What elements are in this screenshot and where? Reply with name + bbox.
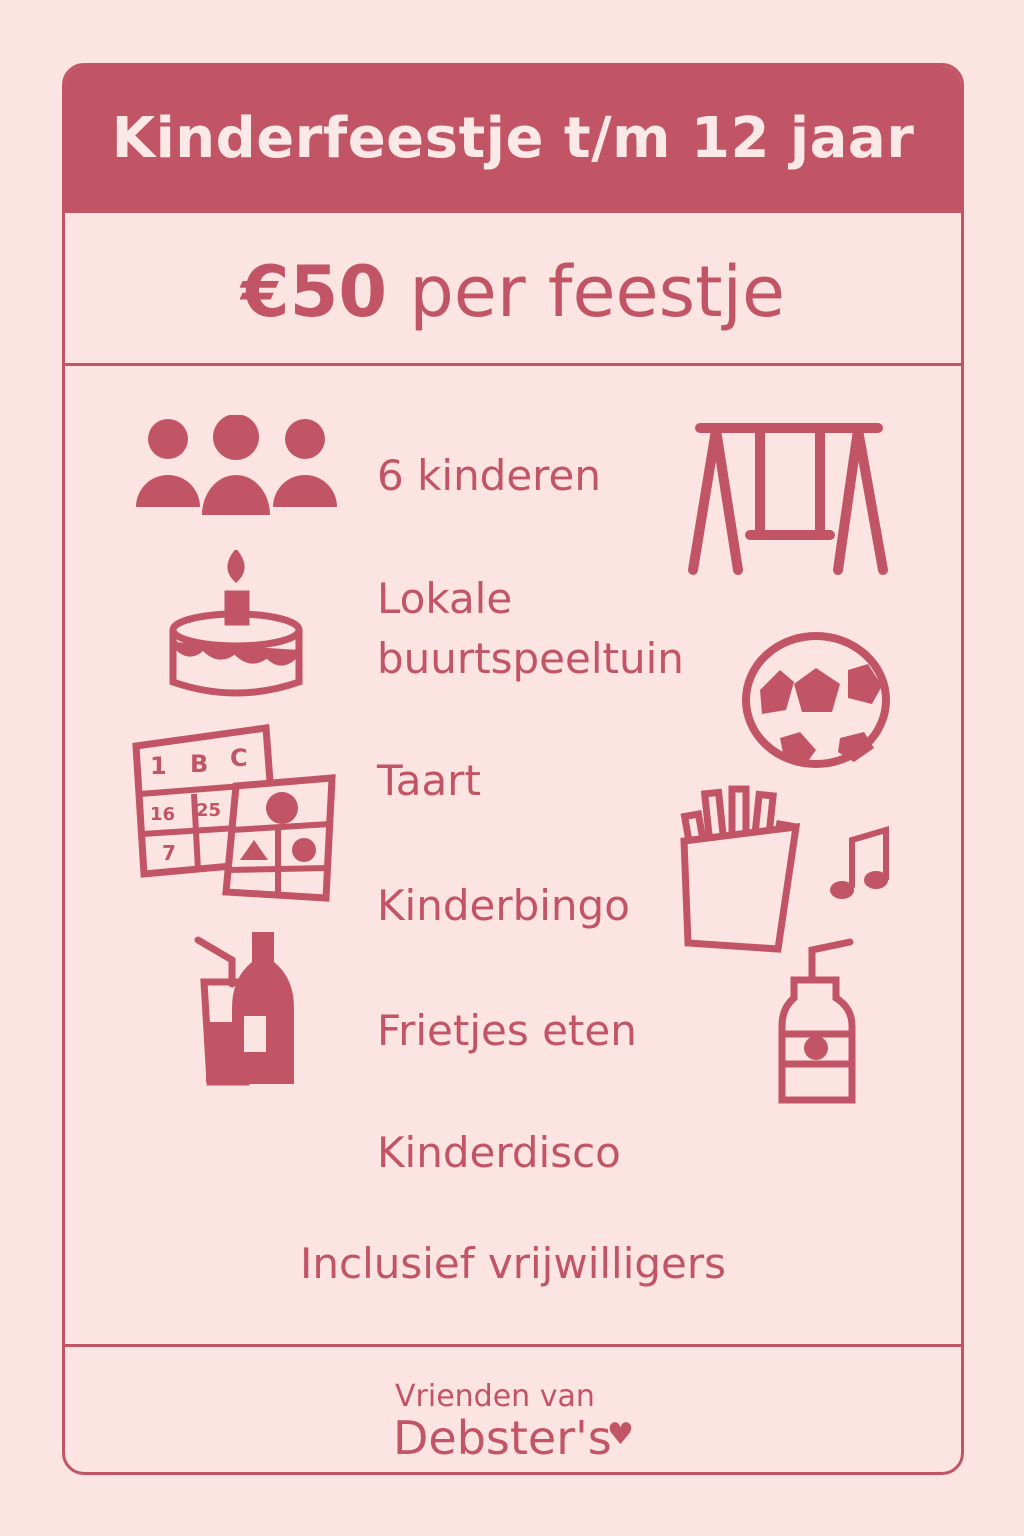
- svg-text:7: 7: [162, 841, 176, 865]
- fries-icon: [680, 785, 801, 953]
- item-location-line1: Lokale: [377, 574, 513, 623]
- page-title: Kinderfeestje t/m 12 jaar: [111, 106, 915, 171]
- logo-line1: Vrienden van: [395, 1379, 595, 1414]
- swing-icon: [688, 423, 888, 575]
- drinks-icon: [194, 932, 294, 1086]
- logo-line2: Debster's: [393, 1411, 612, 1465]
- people-icon: [136, 415, 337, 515]
- heart-icon: ♥: [607, 1417, 634, 1452]
- inclusion-note: Inclusief vrijwilligers: [299, 1239, 727, 1288]
- item-cake: Taart: [377, 756, 481, 805]
- svg-text:16: 16: [150, 804, 175, 825]
- birthday-cake-icon: [169, 550, 303, 697]
- item-location-line2: buurtspeeltuin: [377, 634, 684, 683]
- svg-text:C: C: [230, 744, 248, 772]
- bingo-card-icon: 1 B C 16 25 7: [132, 724, 336, 902]
- svg-text:B: B: [190, 750, 208, 778]
- svg-text:25: 25: [196, 800, 221, 821]
- music-note-icon: [830, 826, 889, 899]
- item-fries: Frietjes eten: [377, 1006, 637, 1055]
- header: Kinderfeestje t/m 12 jaar: [65, 66, 961, 213]
- item-children: 6 kinderen: [377, 451, 601, 500]
- juice-bottle-icon: [778, 938, 856, 1104]
- price-suffix: per feestje: [409, 251, 786, 333]
- price-row: €50 per feestje: [65, 213, 961, 366]
- item-disco: Kinderdisco: [377, 1128, 621, 1177]
- price-amount: €50: [240, 251, 388, 333]
- item-bingo: Kinderbingo: [377, 881, 630, 930]
- soccer-ball-icon: [742, 632, 890, 768]
- flyer-card: Kinderfeestje t/m 12 jaar €50 per feestj…: [62, 63, 964, 1475]
- footer: Vrienden van Debster's ♥: [65, 1344, 961, 1472]
- svg-text:1: 1: [150, 752, 167, 780]
